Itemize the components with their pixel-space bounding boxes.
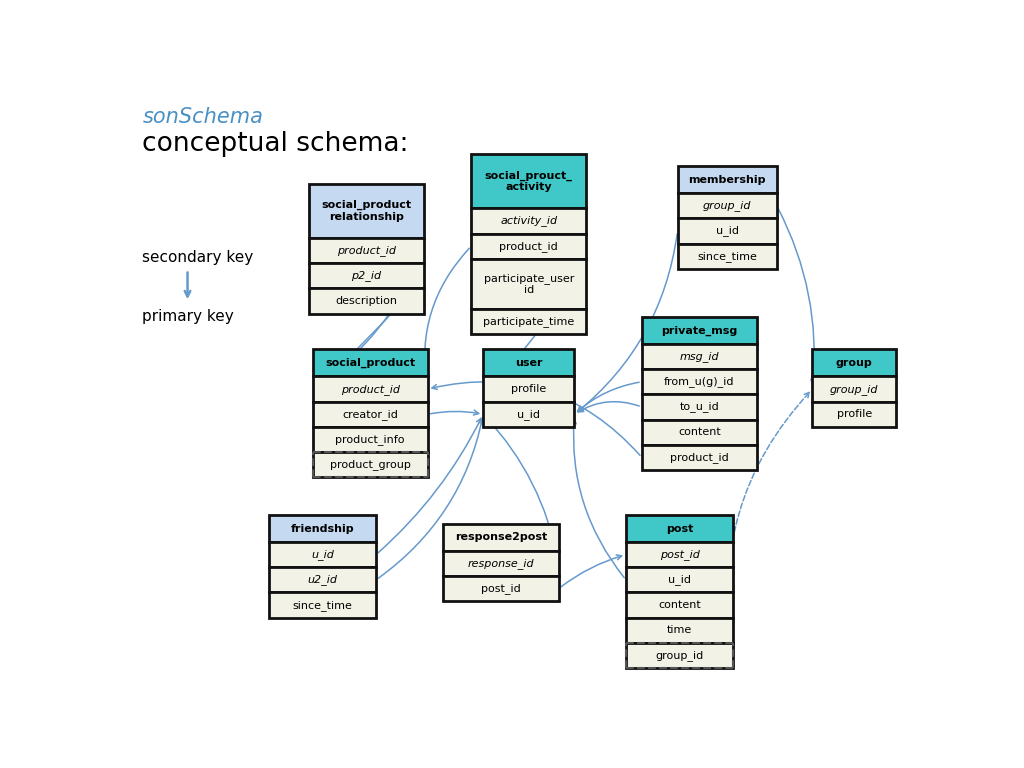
Text: product_id: product_id bbox=[500, 240, 558, 252]
Text: post: post bbox=[666, 524, 693, 534]
Text: product_id: product_id bbox=[337, 245, 395, 256]
Text: social_prouct_
activity: social_prouct_ activity bbox=[484, 170, 572, 192]
Text: product_id: product_id bbox=[670, 452, 729, 463]
Text: description: description bbox=[335, 296, 397, 306]
Text: product_info: product_info bbox=[335, 434, 404, 445]
FancyBboxPatch shape bbox=[471, 154, 587, 208]
Text: response2post: response2post bbox=[455, 532, 547, 542]
FancyBboxPatch shape bbox=[678, 166, 777, 193]
Text: since_time: since_time bbox=[697, 250, 757, 262]
FancyBboxPatch shape bbox=[312, 452, 428, 478]
FancyBboxPatch shape bbox=[308, 238, 424, 263]
FancyBboxPatch shape bbox=[812, 402, 896, 427]
Text: msg_id: msg_id bbox=[680, 351, 719, 362]
Text: u_id: u_id bbox=[716, 226, 738, 237]
Text: social_product
relationship: social_product relationship bbox=[321, 200, 412, 222]
Text: membership: membership bbox=[688, 174, 766, 184]
FancyBboxPatch shape bbox=[269, 568, 376, 592]
Text: content: content bbox=[678, 427, 721, 437]
FancyBboxPatch shape bbox=[471, 233, 587, 259]
FancyBboxPatch shape bbox=[642, 369, 757, 395]
FancyBboxPatch shape bbox=[312, 402, 428, 427]
Text: friendship: friendship bbox=[291, 524, 354, 534]
Text: post_id: post_id bbox=[481, 583, 521, 594]
Text: response_id: response_id bbox=[468, 558, 535, 569]
FancyBboxPatch shape bbox=[626, 568, 733, 592]
FancyBboxPatch shape bbox=[626, 515, 733, 542]
Text: from_u(g)_id: from_u(g)_id bbox=[665, 376, 734, 387]
Text: conceptual schema:: conceptual schema: bbox=[142, 131, 409, 157]
Text: primary key: primary key bbox=[142, 310, 234, 324]
FancyBboxPatch shape bbox=[642, 344, 757, 369]
FancyBboxPatch shape bbox=[471, 259, 587, 310]
Text: group_id: group_id bbox=[702, 200, 752, 211]
Text: profile: profile bbox=[837, 409, 871, 419]
FancyBboxPatch shape bbox=[626, 592, 733, 617]
FancyBboxPatch shape bbox=[471, 208, 587, 233]
Text: group: group bbox=[836, 358, 872, 368]
FancyBboxPatch shape bbox=[678, 193, 777, 218]
Text: post_id: post_id bbox=[659, 549, 699, 560]
FancyBboxPatch shape bbox=[642, 419, 757, 445]
Text: u2_id: u2_id bbox=[307, 574, 338, 585]
Text: secondary key: secondary key bbox=[142, 250, 254, 265]
Text: participate_user
id: participate_user id bbox=[483, 273, 574, 295]
Text: since_time: since_time bbox=[293, 600, 352, 611]
Text: to_u_id: to_u_id bbox=[680, 402, 719, 412]
FancyBboxPatch shape bbox=[678, 243, 777, 269]
Text: creator_id: creator_id bbox=[342, 409, 398, 420]
Text: product_group: product_group bbox=[330, 459, 411, 470]
FancyBboxPatch shape bbox=[443, 551, 558, 576]
FancyBboxPatch shape bbox=[483, 402, 574, 427]
Text: u_id: u_id bbox=[668, 574, 691, 585]
Text: sonSchema: sonSchema bbox=[142, 107, 263, 127]
FancyBboxPatch shape bbox=[642, 445, 757, 470]
FancyBboxPatch shape bbox=[678, 218, 777, 243]
FancyBboxPatch shape bbox=[483, 349, 574, 376]
FancyBboxPatch shape bbox=[269, 542, 376, 568]
FancyBboxPatch shape bbox=[269, 515, 376, 542]
FancyBboxPatch shape bbox=[626, 542, 733, 568]
FancyBboxPatch shape bbox=[312, 349, 428, 376]
Text: group_id: group_id bbox=[829, 384, 879, 395]
FancyBboxPatch shape bbox=[443, 576, 558, 601]
FancyBboxPatch shape bbox=[312, 376, 428, 402]
FancyBboxPatch shape bbox=[483, 376, 574, 402]
Text: group_id: group_id bbox=[655, 650, 703, 661]
Text: profile: profile bbox=[511, 384, 547, 394]
Text: u_id: u_id bbox=[517, 409, 541, 420]
Text: content: content bbox=[658, 600, 700, 610]
FancyBboxPatch shape bbox=[642, 395, 757, 419]
FancyBboxPatch shape bbox=[312, 427, 428, 452]
Text: private_msg: private_msg bbox=[662, 326, 737, 336]
FancyBboxPatch shape bbox=[443, 524, 558, 551]
FancyBboxPatch shape bbox=[626, 643, 733, 668]
FancyBboxPatch shape bbox=[642, 317, 757, 344]
Text: user: user bbox=[515, 358, 543, 368]
Text: time: time bbox=[667, 625, 692, 635]
Text: p2_id: p2_id bbox=[351, 270, 381, 281]
FancyBboxPatch shape bbox=[471, 310, 587, 334]
Text: participate_time: participate_time bbox=[483, 316, 574, 327]
FancyBboxPatch shape bbox=[812, 376, 896, 402]
FancyBboxPatch shape bbox=[626, 617, 733, 643]
FancyBboxPatch shape bbox=[308, 184, 424, 238]
FancyBboxPatch shape bbox=[269, 592, 376, 617]
Text: product_id: product_id bbox=[341, 384, 399, 395]
Text: social_product: social_product bbox=[325, 358, 415, 368]
FancyBboxPatch shape bbox=[308, 288, 424, 313]
Text: u_id: u_id bbox=[311, 549, 334, 560]
FancyBboxPatch shape bbox=[308, 263, 424, 288]
FancyBboxPatch shape bbox=[812, 349, 896, 376]
Text: activity_id: activity_id bbox=[500, 216, 557, 227]
